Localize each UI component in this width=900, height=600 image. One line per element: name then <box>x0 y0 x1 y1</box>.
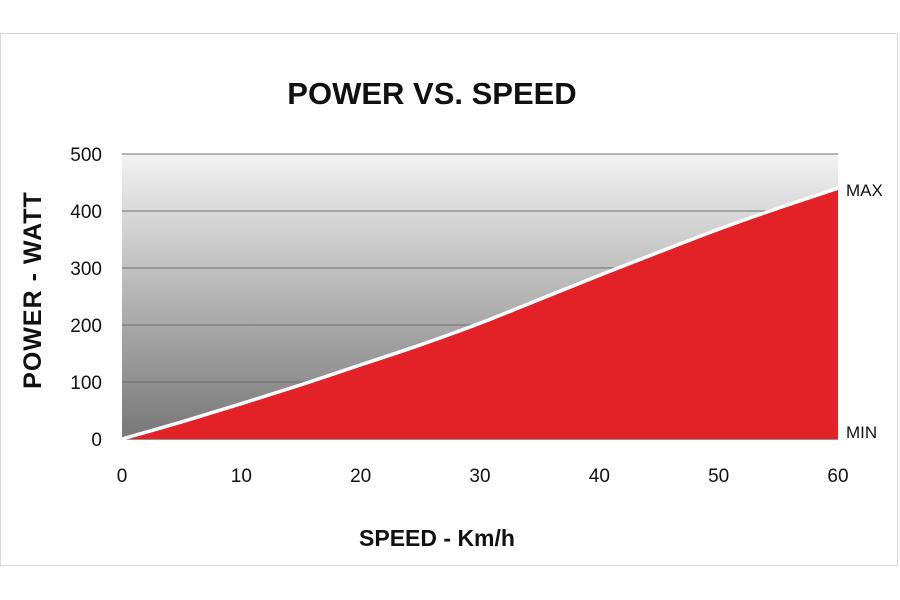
x-tick-label-40: 40 <box>589 466 610 487</box>
x-tick-label-30: 30 <box>469 466 490 487</box>
y-tick-label-0: 0 <box>91 430 102 451</box>
max-label: MAX <box>846 181 883 200</box>
x-tick-label-50: 50 <box>708 466 729 487</box>
y-tick-label-500: 500 <box>70 145 102 166</box>
x-axis-ticks: 0 10 20 30 40 50 60 <box>117 466 849 487</box>
x-tick-label-20: 20 <box>350 466 371 487</box>
chart-title: POWER VS. SPEED <box>287 76 576 111</box>
x-axis-label: SPEED - Km/h <box>359 525 515 551</box>
y-tick-label-400: 400 <box>70 202 102 223</box>
x-tick-label-60: 60 <box>827 466 848 487</box>
power-area <box>122 188 838 439</box>
y-axis-ticks: 0 100 200 300 400 500 <box>70 145 102 451</box>
x-tick-label-10: 10 <box>231 466 252 487</box>
power-curve-line <box>121 186 839 441</box>
x-tick-label-0: 0 <box>117 466 128 487</box>
y-axis-label: POWER - WATT <box>19 191 47 389</box>
y-tick-label-100: 100 <box>70 373 102 394</box>
min-label: MIN <box>846 423 877 442</box>
y-tick-label-200: 200 <box>70 316 102 337</box>
y-tick-label-300: 300 <box>70 259 102 280</box>
